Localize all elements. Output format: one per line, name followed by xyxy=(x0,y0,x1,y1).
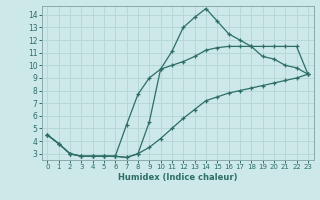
X-axis label: Humidex (Indice chaleur): Humidex (Indice chaleur) xyxy=(118,173,237,182)
